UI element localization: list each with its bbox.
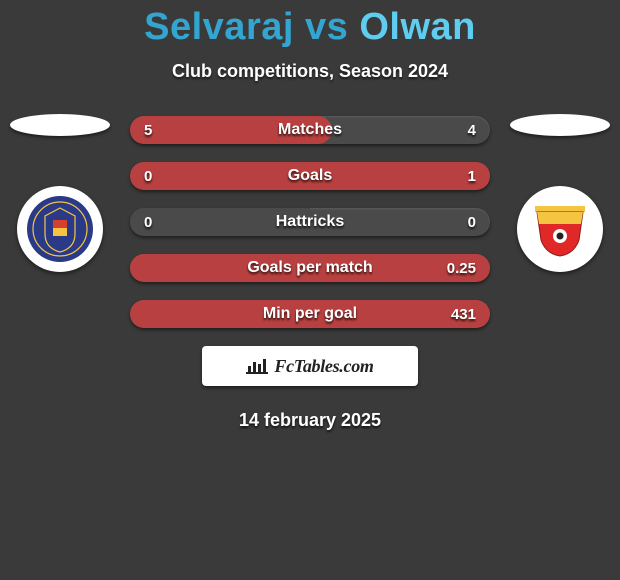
title-left: Selvaraj bbox=[144, 6, 294, 48]
right-crest bbox=[517, 186, 603, 272]
stat-row: 0Goals1 bbox=[130, 162, 490, 190]
stat-label: Hattricks bbox=[130, 213, 490, 231]
stat-right-value: 0 bbox=[468, 214, 476, 231]
stat-row: Min per goal431 bbox=[130, 300, 490, 328]
attribution-text: FcTables.com bbox=[274, 356, 373, 377]
stat-label: Goals per match bbox=[130, 259, 490, 277]
stat-row: 5Matches4 bbox=[130, 116, 490, 144]
title-vs: vs bbox=[294, 6, 359, 48]
stat-row: 0Hattricks0 bbox=[130, 208, 490, 236]
chart-icon bbox=[246, 358, 268, 374]
right-crest-icon bbox=[525, 194, 595, 264]
title-right: Olwan bbox=[359, 6, 476, 48]
left-crest-icon bbox=[25, 194, 95, 264]
page-title: Selvaraj vs Olwan bbox=[0, 6, 620, 49]
stat-right-value: 4 bbox=[468, 122, 476, 139]
stat-right-value: 0.25 bbox=[447, 260, 476, 277]
stat-label: Min per goal bbox=[130, 305, 490, 323]
left-team-decor bbox=[10, 114, 110, 272]
right-team-decor bbox=[510, 114, 610, 272]
left-disk bbox=[10, 114, 110, 136]
attribution[interactable]: FcTables.com bbox=[202, 346, 418, 386]
stats-area: 5Matches40Goals10Hattricks0Goals per mat… bbox=[0, 116, 620, 328]
stat-right-value: 431 bbox=[451, 306, 476, 323]
subtitle: Club competitions, Season 2024 bbox=[0, 61, 620, 82]
date: 14 february 2025 bbox=[0, 410, 620, 431]
stat-row: Goals per match0.25 bbox=[130, 254, 490, 282]
stat-right-value: 1 bbox=[468, 168, 476, 185]
stat-label: Goals bbox=[130, 167, 490, 185]
left-crest bbox=[17, 186, 103, 272]
stat-rows: 5Matches40Goals10Hattricks0Goals per mat… bbox=[130, 116, 490, 328]
stat-label: Matches bbox=[130, 121, 490, 139]
right-disk bbox=[510, 114, 610, 136]
